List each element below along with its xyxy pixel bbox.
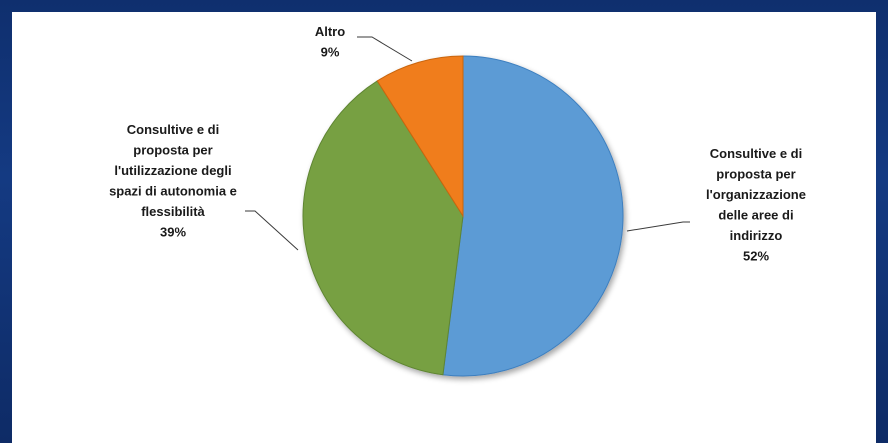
slice-label-1: Consultive e di proposta per l'organizzazi… (706, 146, 806, 264)
slice-value-label-1: 52% (743, 249, 769, 264)
slice-label-line: Altro (315, 24, 345, 39)
slice-label-line: spazi di autonomia e (109, 184, 237, 199)
slice-label-line: proposta per (133, 143, 212, 158)
slice-label-line: l'utilizzazione degli (114, 163, 231, 178)
slice-label-3: Altro 9% (315, 24, 345, 60)
slice-label-line: Consultive e di (127, 122, 219, 137)
pie-slice-1 (442, 55, 624, 377)
leader-line-1 (626, 221, 690, 232)
slice-label-line: delle aree di (718, 208, 793, 223)
pie-slice-2 (302, 80, 464, 376)
leader-lines (245, 36, 690, 251)
slice-label-line: flessibilità (141, 204, 205, 219)
leader-line-3 (357, 36, 413, 62)
slice-label-line: proposta per (716, 167, 795, 182)
slice-value-label-3: 9% (321, 45, 340, 60)
slice-label-2: Consultive e di proposta per l'utilizzazio… (109, 122, 237, 240)
pie-slices (302, 55, 624, 377)
slice-label-line: l'organizzazione (706, 187, 806, 202)
slice-label-line: indirizzo (730, 228, 783, 243)
slice-value-label-2: 39% (160, 225, 186, 240)
slice-label-line: Consultive e di (710, 146, 802, 161)
slice-labels: Consultive e di proposta per l'organizzazi… (109, 24, 806, 264)
pie-slice-3 (376, 55, 464, 218)
leader-line-2 (245, 210, 299, 251)
